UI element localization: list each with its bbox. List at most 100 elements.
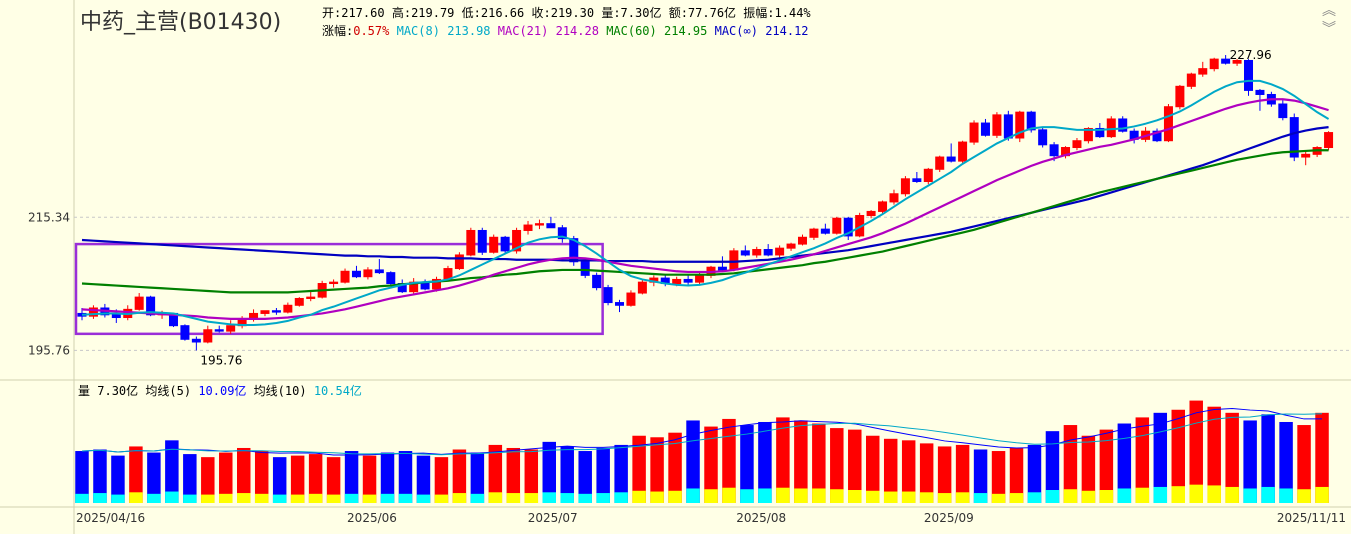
volume-bar xyxy=(991,451,1006,503)
candle-body xyxy=(374,269,384,274)
candle-body xyxy=(592,274,602,289)
volume-bar-base xyxy=(506,493,521,503)
candle-body xyxy=(329,281,339,285)
volume-bar xyxy=(758,421,772,503)
candle-body xyxy=(1038,129,1048,146)
volume-bar-base xyxy=(866,490,880,503)
close-value: 219.30 xyxy=(550,6,595,20)
ma8-label: MAC(8) xyxy=(396,24,440,38)
volume-bar xyxy=(668,432,682,503)
high-label: 高: xyxy=(391,6,412,20)
volume-bar-base xyxy=(937,493,952,503)
volume-bar-base xyxy=(704,489,718,503)
vol-ma5-value: 10.09亿 xyxy=(198,384,247,398)
volume-bar xyxy=(219,452,233,503)
vol-ma5-label: 均线(5) xyxy=(145,384,192,398)
volume-bar xyxy=(632,435,646,503)
candle-body xyxy=(1324,132,1334,149)
candle-body xyxy=(111,314,121,319)
candle-body xyxy=(180,325,190,340)
candle-body xyxy=(580,261,590,276)
volume-bar xyxy=(1153,412,1168,503)
volume-bar-base xyxy=(973,493,988,503)
volume-bar xyxy=(1315,412,1329,503)
volume-bar-base xyxy=(326,494,341,503)
candle-body xyxy=(695,274,705,283)
volume-bar-base xyxy=(1225,486,1239,503)
volume-bar-base xyxy=(542,492,556,503)
candle-body xyxy=(557,227,567,240)
volume-bar xyxy=(272,457,287,503)
volume-header: 量 7.30亿 均线(5) 10.09亿 均线(10) 10.54亿 xyxy=(78,382,362,399)
volume-bar xyxy=(1279,421,1293,503)
volume-bar xyxy=(901,440,916,503)
date-tick-label: 2025/04/16 xyxy=(76,511,145,525)
volume-bar xyxy=(308,454,323,503)
volume-bar xyxy=(794,420,808,503)
candle-body xyxy=(489,236,499,253)
candle-body xyxy=(500,236,510,252)
volume-bar xyxy=(344,451,359,503)
volume-bar-base xyxy=(632,490,646,503)
open-value: 217.60 xyxy=(341,6,385,20)
volume-bar xyxy=(560,446,574,503)
y-tick-label: 215.34 xyxy=(28,210,70,224)
ma21-value: 214.28 xyxy=(555,24,599,38)
volume-bar xyxy=(398,451,413,503)
scroll-up-icon[interactable]: ︽ xyxy=(1322,3,1336,19)
candle-body xyxy=(935,156,945,170)
volume-bar-base xyxy=(1099,490,1114,503)
volume-bar xyxy=(1225,412,1239,503)
candle-body xyxy=(958,141,968,162)
volume-bar xyxy=(254,451,269,503)
candle-body xyxy=(1209,58,1219,70)
candle-body xyxy=(351,270,361,278)
volume-bar-base xyxy=(1261,486,1275,503)
volume-bar xyxy=(1171,409,1185,503)
y-tick-label: 195.76 xyxy=(28,343,70,357)
ma60-label: MAC(60) xyxy=(606,24,657,38)
volume-bar xyxy=(1135,417,1150,503)
volume-bar-base xyxy=(686,488,700,503)
volume-bar-base xyxy=(1027,492,1042,503)
candle-body xyxy=(1175,85,1185,108)
candle-body xyxy=(214,329,224,332)
volume-bar xyxy=(740,425,754,503)
date-tick-label: 2025/11/11 xyxy=(1277,511,1346,525)
volume-bar xyxy=(883,438,898,503)
volume-bar xyxy=(147,452,161,503)
volume-bar xyxy=(937,446,952,503)
volume-bar-base xyxy=(111,494,125,503)
candle-body xyxy=(569,238,579,263)
mainf-label: MAC(∞) xyxy=(714,24,758,38)
candle-body xyxy=(878,201,888,212)
volume-bar-base xyxy=(219,493,233,503)
candle-body xyxy=(203,329,213,343)
vol-ma10-value: 10.54亿 xyxy=(313,384,362,398)
scroll-down-icon[interactable]: ︾ xyxy=(1322,21,1336,37)
candle-body xyxy=(1152,130,1162,142)
volume-bar-base xyxy=(1315,486,1329,503)
ma21-label: MAC(21) xyxy=(497,24,549,38)
volume-bar xyxy=(237,447,251,503)
volume-bar xyxy=(1045,431,1060,503)
vol-current: 7.30亿 xyxy=(97,384,139,398)
volume-bar xyxy=(183,454,197,503)
candle-body xyxy=(512,229,522,252)
candle-body xyxy=(306,296,316,299)
min-price-label: 195.76 xyxy=(200,353,242,367)
candle-body xyxy=(386,272,396,285)
ma60-value: 214.95 xyxy=(664,24,708,38)
max-price-label: 227.96 xyxy=(1230,48,1272,62)
candle-body xyxy=(626,292,636,306)
ma8-line xyxy=(81,79,1330,326)
volume-bar-base xyxy=(919,492,934,503)
volume-bar xyxy=(722,418,736,503)
candle-body xyxy=(752,249,762,256)
volume-bar-base xyxy=(1045,490,1060,503)
volume-bar-base xyxy=(1207,485,1221,503)
volume-bar-base xyxy=(272,494,287,503)
volume-bar xyxy=(542,441,556,503)
volume-bar xyxy=(75,451,89,503)
